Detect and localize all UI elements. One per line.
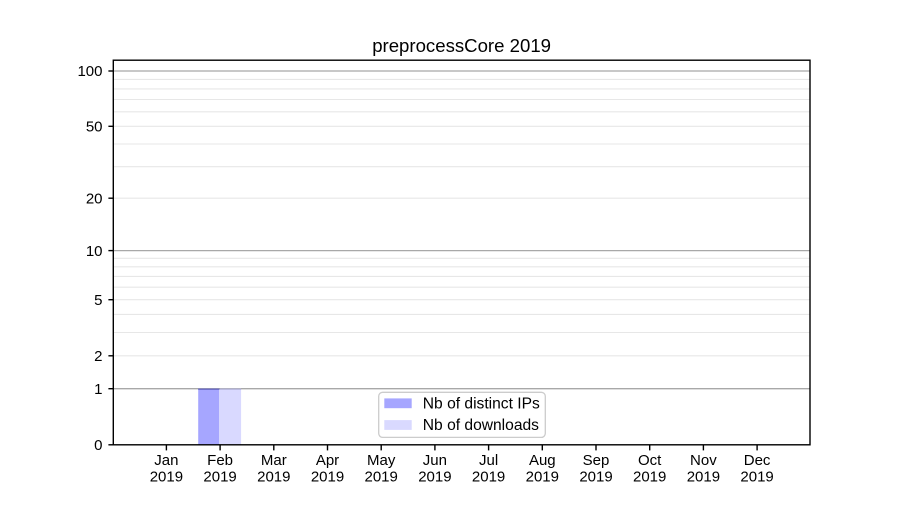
- svg-text:2019: 2019: [311, 469, 344, 486]
- svg-text:Nb of distinct IPs: Nb of distinct IPs: [423, 395, 540, 412]
- svg-text:Apr: Apr: [316, 452, 339, 469]
- svg-text:2019: 2019: [203, 469, 236, 486]
- svg-text:May: May: [367, 452, 396, 469]
- svg-text:2019: 2019: [150, 469, 183, 486]
- svg-text:Aug: Aug: [529, 452, 556, 469]
- svg-text:Jun: Jun: [423, 452, 447, 469]
- svg-text:Dec: Dec: [744, 452, 771, 469]
- svg-text:2019: 2019: [633, 469, 666, 486]
- svg-text:50: 50: [86, 119, 103, 136]
- svg-text:2019: 2019: [365, 469, 398, 486]
- svg-text:2019: 2019: [687, 469, 720, 486]
- svg-text:Mar: Mar: [261, 452, 287, 469]
- svg-text:Jul: Jul: [479, 452, 498, 469]
- svg-text:0: 0: [94, 437, 102, 454]
- svg-text:20: 20: [86, 190, 103, 207]
- svg-text:2019: 2019: [418, 469, 451, 486]
- svg-text:2019: 2019: [579, 469, 612, 486]
- svg-text:10: 10: [86, 243, 103, 260]
- svg-text:Feb: Feb: [207, 452, 233, 469]
- svg-text:2019: 2019: [472, 469, 505, 486]
- svg-text:Nb of downloads: Nb of downloads: [423, 417, 539, 434]
- svg-text:2019: 2019: [740, 469, 773, 486]
- svg-text:100: 100: [77, 63, 102, 80]
- svg-text:1: 1: [94, 381, 102, 398]
- svg-text:5: 5: [94, 292, 102, 309]
- svg-text:Oct: Oct: [638, 452, 662, 469]
- svg-text:2019: 2019: [257, 469, 290, 486]
- svg-text:preprocessCore 2019: preprocessCore 2019: [372, 35, 551, 56]
- svg-text:2: 2: [94, 348, 102, 365]
- svg-text:Jan: Jan: [154, 452, 178, 469]
- svg-text:Nov: Nov: [690, 452, 717, 469]
- svg-text:Sep: Sep: [583, 452, 610, 469]
- svg-text:2019: 2019: [526, 469, 559, 486]
